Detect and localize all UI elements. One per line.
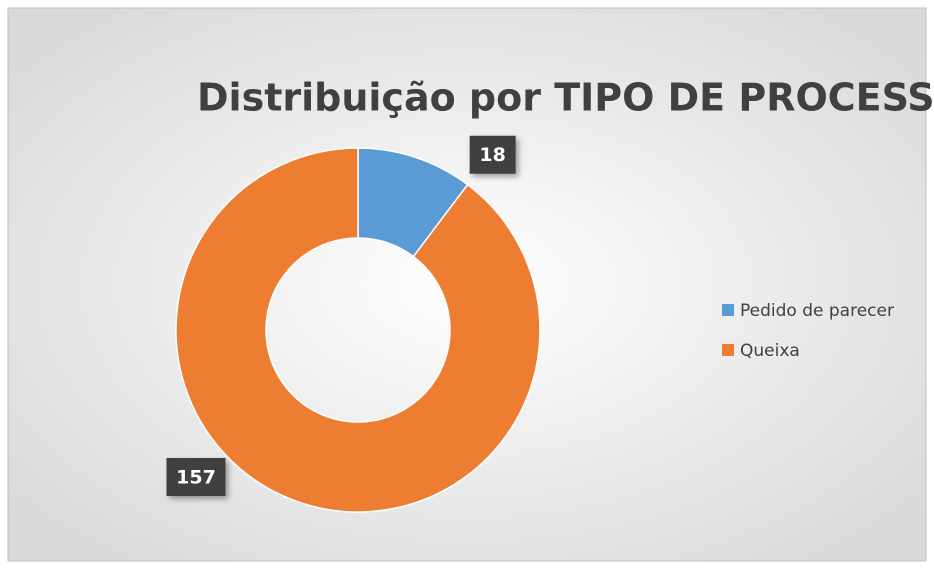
legend-swatch bbox=[722, 304, 734, 316]
donut-slice bbox=[175, 147, 541, 513]
data-label: 18 bbox=[479, 144, 505, 166]
legend-label: Queixa bbox=[740, 341, 800, 361]
legend-label: Pedido de parecer bbox=[740, 301, 894, 321]
data-label: 157 bbox=[176, 467, 216, 489]
chart-title: Distribuição por TIPO DE PROCESSO bbox=[197, 76, 934, 120]
data-label-box bbox=[469, 135, 516, 174]
data-label-box bbox=[166, 458, 226, 496]
legend-swatch bbox=[722, 344, 734, 356]
